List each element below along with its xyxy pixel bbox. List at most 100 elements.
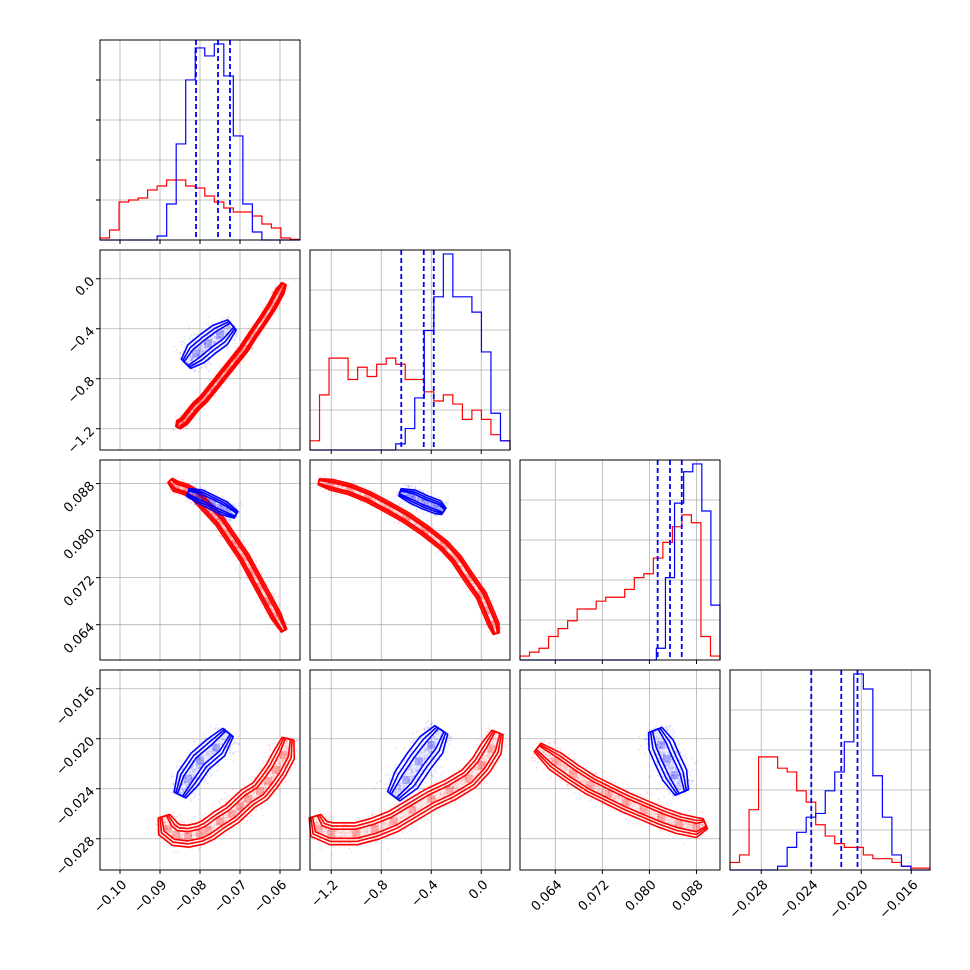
contour-p3-p4-series-1-level-2: [651, 728, 686, 795]
scatter-p1-p2-series-1: [173, 316, 239, 373]
contour-p2-p4-series-0-level-0: [308, 729, 504, 846]
x-tick-label-p2: −1.2: [308, 878, 341, 911]
y-tick-label-p2: 0.0: [73, 274, 98, 299]
contour-p1-p2-series-0-level-2: [176, 282, 286, 429]
contour-p1-p3-series-1-level-0: [186, 487, 239, 519]
x-tick-label-p2: −0.8: [358, 878, 391, 911]
x-tick-label-p4: −0.016: [877, 878, 922, 923]
contour-p1-p2-series-1-level-0: [180, 319, 237, 370]
x-tick-label-p4: −0.020: [827, 878, 872, 923]
contour-p1-p2-series-1-level-2: [183, 322, 235, 367]
contour-p3-p4-series-1-level-0: [647, 726, 690, 796]
contour-p1-p4-series-1-level-2: [176, 730, 231, 797]
x-tick-label-p4: −0.028: [727, 878, 772, 923]
scatter-p1-p4-series-0: [145, 736, 299, 854]
y-tick-label-p2: −1.2: [65, 424, 98, 457]
x-tick-label-p3: 0.080: [623, 878, 660, 915]
scatter-p2-p3-series-1: [395, 481, 449, 525]
contour-p1-p3-series-1-level-2: [186, 490, 238, 517]
scatter-panel-p2-p4-axes: [309, 669, 511, 874]
scatter-panel-p1-p3-frame: [99, 459, 301, 661]
x-tick-label-p3: 0.064: [529, 878, 566, 915]
x-tick-label-p1: −0.07: [211, 878, 250, 917]
scatter-p1-p3-series-0: [165, 476, 289, 634]
x-tick-label-p2: −0.4: [408, 878, 441, 911]
contour-p3-p4-series-0-level-1: [534, 743, 708, 836]
x-tick-label-p2: 0.0: [466, 878, 491, 903]
contour-p2-p3-series-0-level-1: [317, 478, 500, 635]
contour-p2-p4-series-0-level-2: [311, 730, 501, 840]
y-tick-label-p2: −0.4: [65, 324, 98, 357]
histogram-p2-series-0: [309, 357, 511, 450]
scatter-p2-p3-series-0: [316, 473, 503, 639]
scatter-p1-p4-series-1: [170, 723, 241, 802]
histogram-panel-p2-axes: [309, 249, 511, 454]
scatter-panel-p1-p4-axes: [96, 669, 301, 874]
contour-p2-p4-series-1-level-1: [388, 726, 447, 801]
contour-p1-p2-series-1-level-1: [181, 320, 236, 368]
y-tick-label-p3: 0.072: [61, 573, 98, 610]
scatter-panel-p2-p3: [310, 460, 510, 660]
panels-layer: −0.10 −0.09 −0.08 −0.07 −0.06 −1.2 −0.8 −0.4 0.0…: [53, 39, 931, 923]
histogram-p3-series-0: [519, 514, 721, 660]
scatter-panel-p2-p4: [310, 670, 510, 870]
histogram-panel-p4: [730, 670, 930, 870]
histogram-panel-p2: [310, 250, 510, 450]
y-tick-label-p2: −0.8: [65, 374, 98, 407]
scatter-panel-p2-p3-axes: [309, 459, 511, 661]
scatter-p2-p4-series-0: [308, 724, 511, 856]
x-tick-label-p3: 0.088: [670, 878, 707, 915]
scatter-panel-p1-p2-axes: [96, 249, 301, 451]
histogram-panel-p3: [520, 460, 720, 660]
scatter-panel-p2-p4-frame: [309, 669, 511, 871]
contour-p2-p3-series-0-level-0: [317, 478, 500, 636]
contour-p1-p4-series-0-level-0: [157, 736, 296, 848]
histogram-p3-series-1: [520, 463, 721, 661]
scatter-panel-p1-p2-frame: [99, 249, 301, 451]
x-tick-label-p1: −0.09: [131, 878, 170, 917]
scatter-p3-p4-series-0: [530, 740, 710, 845]
y-tick-label-p3: 0.064: [61, 620, 98, 657]
histogram-p4-series-1: [730, 673, 930, 871]
contour-p2-p3-series-0-level-2: [317, 479, 499, 635]
y-tick-label-p4: −0.028: [53, 834, 98, 879]
x-tick-label-p4: −0.024: [777, 878, 822, 923]
contour-p2-p3-series-1-level-1: [398, 489, 446, 515]
scatter-p3-p4-series-1: [638, 725, 699, 801]
x-tick-label-p1: −0.08: [171, 878, 210, 917]
histogram-panel-p1: [100, 40, 300, 240]
contour-p1-p3-series-1-level-1: [186, 489, 239, 518]
histogram-p4-series-0: [729, 756, 931, 870]
contour-p1-p4-series-0-level-1: [159, 736, 293, 845]
contour-p1-p4-series-1-level-0: [173, 727, 234, 799]
histogram-panel-p4-axes: [729, 669, 931, 874]
histogram-p1-series-0: [99, 179, 301, 240]
contour-p3-p4-series-1-level-1: [649, 727, 688, 796]
x-tick-label-p3: 0.072: [576, 878, 613, 915]
contour-p2-p3-series-1-level-0: [398, 487, 447, 516]
scatter-p1-p3-series-1: [184, 479, 244, 524]
contour-p1-p3-series-0-level-1: [167, 478, 287, 633]
scatter-panel-p1-p2: [100, 250, 300, 450]
scatter-p2-p4-series-1: [372, 719, 454, 806]
contour-p2-p4-series-1-level-2: [390, 727, 445, 799]
contour-p2-p3-series-1-level-2: [398, 490, 446, 514]
scatter-panel-p2-p3-frame: [309, 459, 511, 661]
histogram-panel-p2-frame: [309, 249, 511, 451]
x-tick-label-p1: −0.06: [251, 878, 290, 917]
contour-p2-p4-series-0-level-1: [310, 730, 503, 843]
scatter-p1-p2-series-0: [171, 281, 290, 432]
y-tick-label-p3: 0.088: [61, 479, 98, 516]
histogram-p2-series-1: [310, 253, 511, 451]
y-tick-label-p3: 0.080: [61, 526, 98, 563]
histogram-panel-p1-axes: [96, 39, 301, 244]
contour-p1-p4-series-0-level-2: [160, 737, 292, 842]
contour-p3-p4-series-0-level-2: [535, 744, 707, 833]
histogram-panel-p3-frame: [519, 459, 721, 661]
contour-p2-p4-series-1-level-0: [386, 724, 449, 802]
contour-p1-p4-series-1-level-1: [175, 728, 233, 798]
histogram-panel-p4-frame: [729, 669, 931, 871]
y-tick-label-p4: −0.024: [53, 784, 98, 829]
x-tick-label-p1: −0.10: [91, 878, 130, 917]
